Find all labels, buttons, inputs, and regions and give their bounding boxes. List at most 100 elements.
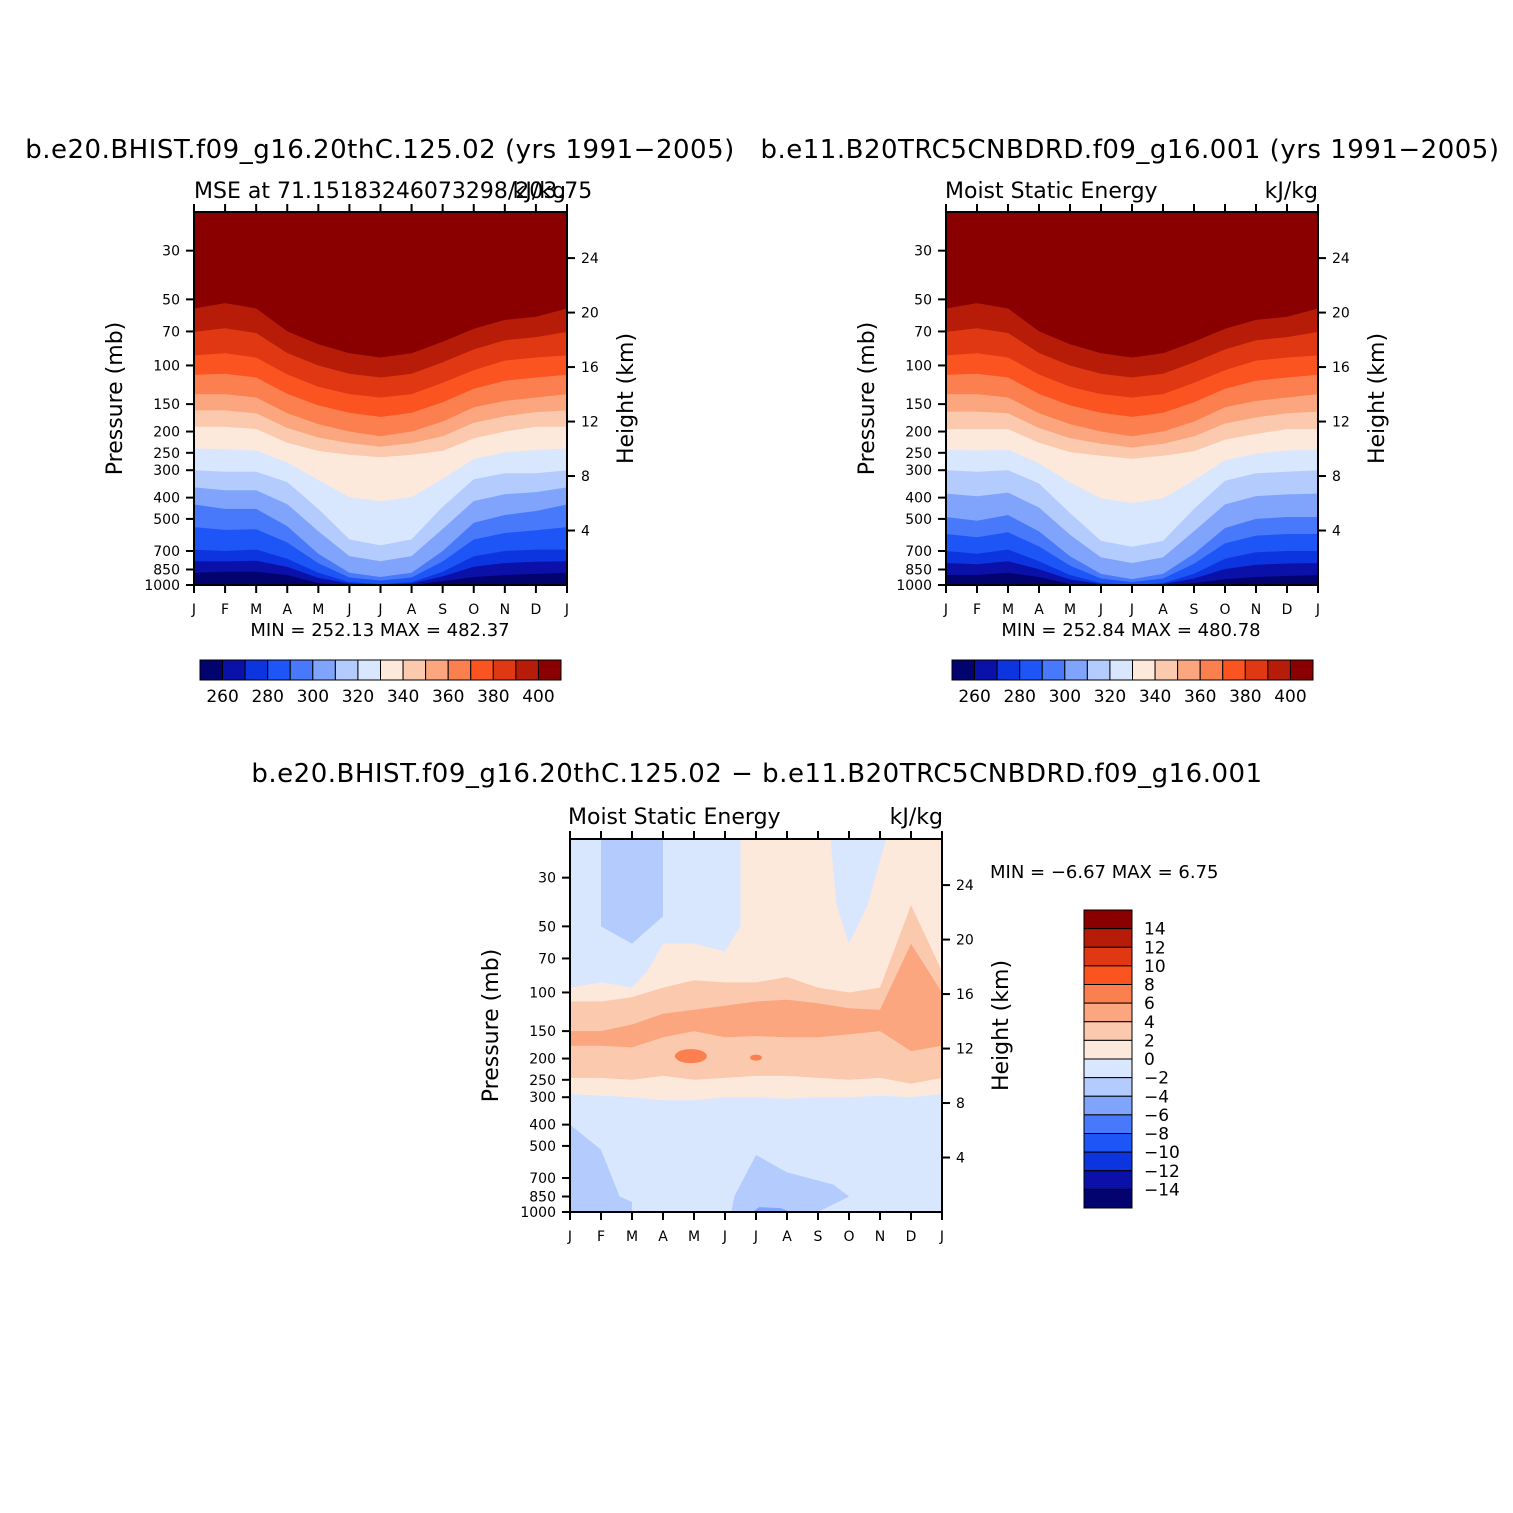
x-tick-label: F [973,602,981,618]
colorbar-label: 340 [387,687,419,707]
contour-band-upper-neg-oct [830,839,887,944]
y-tick-label: 500 [905,512,932,528]
colorbar-box [1083,1095,1133,1116]
colorbar-box [974,659,998,681]
y-tick-label: 70 [162,324,180,340]
colorbar-label: 8 [1144,976,1155,996]
contour-fills [946,212,1318,585]
colorbar-box [537,659,562,681]
panel-2-title: b.e11.B20TRC5CNBDRD.f09_g16.001 (yrs 199… [761,135,1500,165]
colorbar-box [199,659,224,681]
colorbar-label: −8 [1144,1125,1169,1145]
y-tick-label: 400 [905,491,932,507]
colorbar-label: 360 [1184,687,1216,707]
x-tick-label: M [688,1229,700,1245]
contour-band-upper-neg4 [601,839,663,944]
colorbar-label: −6 [1144,1106,1169,1126]
panel-1: b.e20.BHIST.f09_g16.20thC.125.02 (yrs 19… [25,135,735,707]
y-axis-label: Pressure (mb) [103,322,128,476]
y-tick-label: 700 [153,544,180,560]
colorbar-box [1083,984,1133,1004]
y2-tick-label: 4 [956,1151,965,1167]
y-tick-label: 100 [905,358,932,374]
y-tick-label: 150 [529,1024,556,1040]
x-tick-label: J [564,602,569,618]
y2-tick-label: 20 [581,306,599,322]
x-tick-label: M [1064,602,1076,618]
colorbar-box [402,659,427,681]
colorbar-box [1083,965,1133,985]
y-tick-label: 1000 [896,578,932,594]
colorbar-box [1083,1039,1133,1060]
y-tick-label: 500 [153,512,180,528]
x-tick-label: S [1190,602,1199,618]
x-tick-label: J [1098,602,1103,618]
colorbar-label: 380 [1229,687,1261,707]
colorbar-box [1154,659,1179,681]
colorbar-box [1041,659,1066,681]
x-tick-label: M [626,1229,638,1245]
colorbar-label: 380 [477,687,509,707]
y-tick-label: 100 [153,358,180,374]
colorbar-box [1083,1188,1133,1209]
colorbar-box [447,659,472,681]
colorbar-label: 0 [1144,1050,1155,1070]
colorbar-label: 12 [1144,938,1166,958]
colorbar-box [267,659,291,681]
y-tick-label: 400 [153,491,180,507]
x-tick-label: S [814,1229,823,1245]
colorbar-box [1083,928,1133,948]
contour-band-max [946,212,1318,334]
contour-band-lower-neg6 [752,1207,791,1212]
panel-3-min-max: MIN = −6.67 MAX = 6.75 [990,862,1219,883]
contour-band-hotspot [674,1049,707,1064]
x-tick-label: O [468,602,479,618]
y-tick-label: 70 [914,324,932,340]
y2-tick-label: 12 [581,415,599,431]
colorbar-box [1289,659,1314,681]
colorbar-label: −2 [1144,1069,1169,1089]
colorbar-box [1083,1151,1133,1172]
x-tick-label: A [407,602,417,618]
y-tick-label: 50 [914,292,932,308]
x-tick-label: D [531,602,542,618]
panel-2-left-label: Moist Static Energy [945,179,1158,204]
colorbar-box [357,659,381,681]
x-tick-label: A [782,1229,792,1245]
y-tick-label: 850 [153,563,180,579]
y-tick-label: 300 [905,463,932,479]
y2-axis-label: Height (km) [989,960,1014,1091]
x-tick-label: A [282,602,292,618]
colorbar-box [1083,909,1133,930]
y2-axis-label: Height (km) [614,333,639,464]
colorbar-box [1083,1021,1133,1041]
y2-tick-label: 20 [1332,306,1350,322]
colorbar-box [1109,659,1133,681]
y-tick-label: 700 [529,1171,556,1187]
x-tick-label: J [939,1229,944,1245]
panel-3-difference: b.e20.BHIST.f09_g16.20thC.125.02 − b.e11… [251,759,1262,1245]
panel-1-title: b.e20.BHIST.f09_g16.20thC.125.02 (yrs 19… [25,135,735,165]
contour-band-lower-neg-jan [570,1124,632,1212]
y-tick-label: 200 [905,425,932,441]
y-tick-label: 30 [162,244,180,260]
y2-tick-label: 16 [956,987,974,1003]
colorbar-box [1199,659,1224,681]
x-tick-label: J [567,1229,572,1245]
y-tick-label: 150 [153,397,180,413]
x-tick-label: J [346,602,351,618]
y2-axis-label: Height (km) [1365,333,1390,464]
y-tick-label: 850 [905,563,932,579]
y-tick-label: 100 [529,985,556,1001]
x-tick-label: N [500,602,510,618]
x-tick-label: N [1251,602,1261,618]
x-tick-label: J [377,602,382,618]
colorbar-box [1083,1114,1133,1134]
colorbar-label: 320 [342,687,374,707]
panel-3-title: b.e20.BHIST.f09_g16.20thC.125.02 − b.e11… [251,759,1262,789]
contour-band-max [194,212,567,334]
colorbar-label: 280 [1003,687,1035,707]
colorbar-label: −4 [1144,1087,1169,1107]
